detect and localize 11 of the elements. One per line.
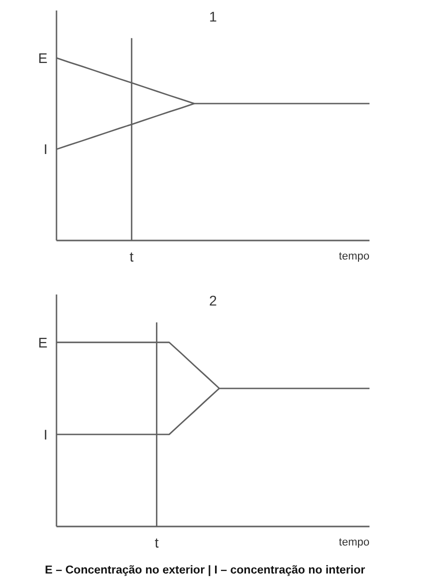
chart-title: 1 (209, 8, 218, 24)
chart-title: 2 (209, 292, 218, 308)
x-axis-title: tempo (338, 250, 370, 262)
text: E – Concentração no exterior | I – concentração no interior (44, 564, 366, 576)
series-label: E (38, 50, 48, 66)
series-label: I (44, 426, 48, 442)
text: t (130, 248, 134, 264)
x-axis-title: tempo (338, 536, 370, 548)
series-label: I (44, 141, 48, 158)
series-label: E (38, 334, 48, 350)
text: t (154, 534, 159, 550)
